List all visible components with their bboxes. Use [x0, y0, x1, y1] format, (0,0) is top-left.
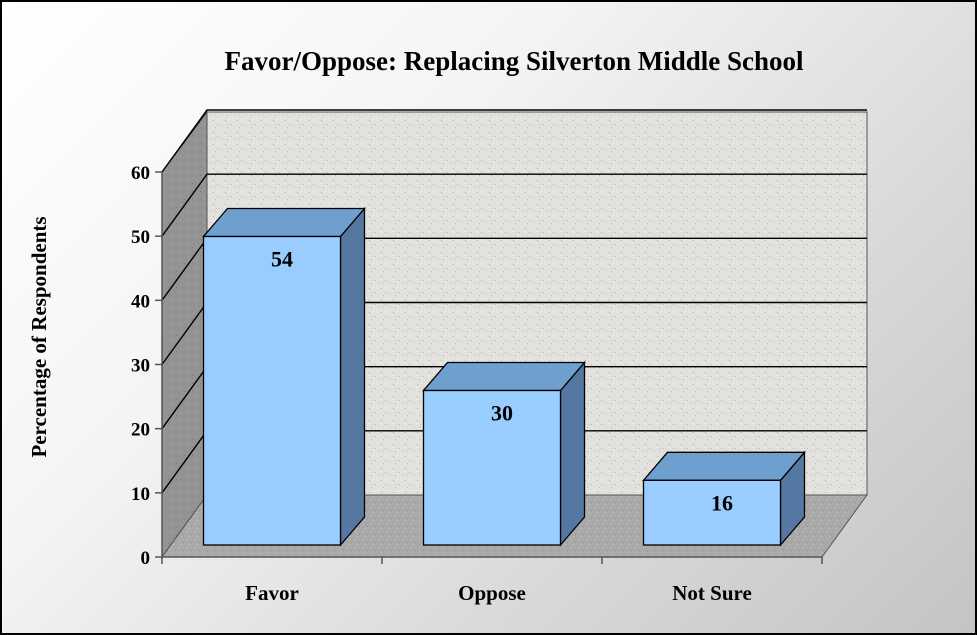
- y-tick-label: 50: [131, 227, 150, 248]
- bar-not-sure: [642, 450, 806, 547]
- bar-side: [559, 360, 586, 547]
- bar-front: [642, 479, 782, 546]
- data-label: 30: [491, 401, 513, 426]
- x-tick-label: Favor: [245, 581, 299, 605]
- axes: [155, 171, 823, 564]
- bar-top: [422, 361, 586, 392]
- data-label: 54: [271, 247, 293, 272]
- x-tick-label: Not Sure: [672, 581, 752, 605]
- y-tick-label: 30: [131, 356, 150, 377]
- bar-oppose: [422, 360, 586, 547]
- x-tick-label: Oppose: [458, 581, 526, 605]
- y-tick-label: 20: [131, 420, 150, 441]
- bar-front: [422, 389, 562, 546]
- bar-side: [339, 206, 366, 547]
- y-axis-label: Percentage of Respondents: [27, 216, 51, 457]
- y-tick-label: 60: [131, 163, 150, 184]
- gridline: [161, 173, 867, 237]
- y-tick-label: 40: [131, 291, 150, 312]
- bar-top: [202, 207, 366, 238]
- bar-top: [642, 451, 806, 481]
- gridline: [161, 109, 867, 173]
- data-label: 16: [711, 490, 733, 515]
- y-tick-label: 10: [131, 484, 150, 505]
- bars: [202, 206, 806, 547]
- y-tick-label: 0: [141, 548, 151, 569]
- bar-favor: [202, 206, 366, 547]
- labels: 0 10 20 30 40 50 60 54 Favor 30 Oppose 16 Not Sure: [131, 163, 752, 605]
- bar-front: [202, 235, 342, 546]
- chart-title: Favor/Oppose: Replacing Silverton Middle…: [224, 46, 804, 76]
